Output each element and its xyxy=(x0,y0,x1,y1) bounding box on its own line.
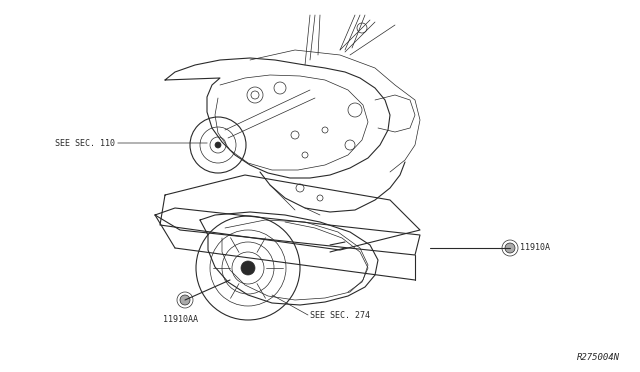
Circle shape xyxy=(180,295,190,305)
Text: SEE SEC. 274: SEE SEC. 274 xyxy=(310,311,370,320)
Text: 11910A: 11910A xyxy=(520,244,550,253)
Circle shape xyxy=(215,142,221,148)
Text: SEE SEC. 110: SEE SEC. 110 xyxy=(55,138,115,148)
Circle shape xyxy=(505,243,515,253)
Text: R275004N: R275004N xyxy=(577,353,620,362)
Text: 11910AA: 11910AA xyxy=(163,315,198,324)
Circle shape xyxy=(241,261,255,275)
